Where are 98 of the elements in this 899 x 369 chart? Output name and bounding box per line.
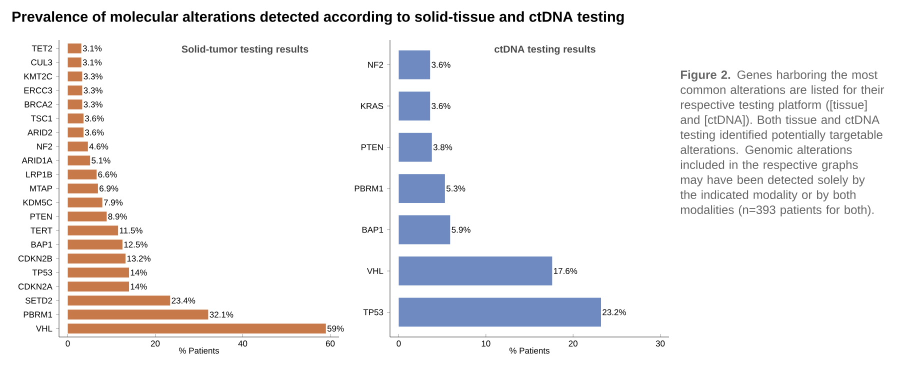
bar bbox=[68, 128, 84, 138]
bar bbox=[68, 212, 107, 222]
bar bbox=[68, 142, 88, 152]
y-tick-label: NF2 bbox=[37, 144, 52, 150]
y-tick-label: LRP1B bbox=[26, 172, 52, 178]
bar bbox=[68, 184, 98, 194]
bar bbox=[68, 44, 82, 54]
x-tick-label: 20 bbox=[150, 340, 160, 347]
y-tick-label: ARID2 bbox=[27, 130, 52, 136]
bar bbox=[68, 72, 82, 82]
text: ctDNA testing results bbox=[494, 45, 596, 55]
y-tick-label: BAP1 bbox=[362, 226, 384, 233]
data-label: 3.6% bbox=[432, 62, 450, 68]
y-tick-label: TET2 bbox=[32, 45, 52, 52]
data-label: 3.6% bbox=[85, 115, 104, 122]
bar bbox=[68, 324, 326, 334]
text: Prevalence of molecular alterations detected according to solid-tissue and ctDNA testing bbox=[12, 11, 624, 25]
text: Figure 2. Genes harboring the most common alterations are listed for their respective testing platform ([tissue] and [ctDNA]). Both tissue and ctDNA testing identified potentially targetable alterations. Genomic alterations included in the respective graphs may have been detected solely by the indicated modality or by both modalities (n=393 patients for both). bbox=[680, 70, 884, 216]
y-tick-label: VHL bbox=[36, 326, 52, 332]
x-tick-label: 30 bbox=[656, 340, 665, 347]
x-tick-label: 0 bbox=[66, 340, 70, 347]
x-tick-label: 20 bbox=[568, 340, 578, 347]
data-label: 23.4% bbox=[172, 298, 196, 304]
y-tick-label: KDM5C bbox=[23, 200, 52, 206]
data-label: 3.8% bbox=[433, 144, 452, 150]
data-label: 11.5% bbox=[120, 228, 142, 234]
bar bbox=[398, 174, 445, 203]
text: Solid-tumor testing results bbox=[182, 45, 308, 55]
bar bbox=[68, 86, 82, 96]
bar bbox=[398, 132, 432, 162]
bar bbox=[398, 298, 601, 327]
bar bbox=[68, 156, 90, 166]
bar bbox=[68, 282, 130, 292]
bar bbox=[68, 240, 122, 250]
y-tick-label: CDKN2B bbox=[18, 256, 52, 262]
bar bbox=[68, 58, 82, 68]
data-label: 3.6% bbox=[432, 103, 450, 110]
x-axis-title: % Patients bbox=[178, 347, 220, 354]
data-label: 32.1% bbox=[210, 312, 234, 318]
y-tick-label: PTEN bbox=[361, 144, 383, 150]
x-tick-label: 60 bbox=[326, 340, 335, 347]
data-label: 3.3% bbox=[84, 101, 102, 108]
y-tick-label: VHL bbox=[366, 268, 384, 274]
bar bbox=[398, 256, 552, 286]
bar bbox=[398, 215, 450, 244]
bar bbox=[68, 254, 126, 264]
bar bbox=[398, 92, 430, 120]
data-label: 59% bbox=[327, 326, 344, 332]
y-tick-label: KRAS bbox=[361, 103, 384, 110]
y-tick-label: BRCA2 bbox=[24, 101, 52, 108]
data-label: 3.1% bbox=[82, 45, 102, 52]
data-label: 5.3% bbox=[446, 186, 466, 192]
y-tick-label: CDKN2A bbox=[18, 284, 52, 290]
y-tick-label: PBRM1 bbox=[24, 312, 52, 318]
data-label: 14% bbox=[130, 270, 147, 276]
x-tick-label: 10 bbox=[482, 340, 490, 347]
data-label: 3.6% bbox=[85, 129, 104, 136]
data-label: 14% bbox=[130, 284, 147, 290]
y-tick-label: ARID1A bbox=[22, 158, 52, 164]
data-label: 4.6% bbox=[89, 143, 108, 150]
data-label: 8.9% bbox=[108, 214, 127, 220]
y-tick-label: SETD2 bbox=[25, 298, 52, 304]
y-tick-label: TP53 bbox=[363, 309, 384, 316]
data-label: 23.2% bbox=[602, 309, 626, 316]
bar bbox=[68, 170, 97, 180]
x-axis-title: % Patients bbox=[509, 347, 550, 354]
y-tick-label: NF2 bbox=[368, 62, 384, 68]
data-label: 17.6% bbox=[554, 268, 578, 274]
y-tick-label: BAP1 bbox=[31, 242, 52, 248]
y-tick-label: TERT bbox=[30, 228, 52, 234]
data-label: 6.6% bbox=[98, 171, 117, 178]
bar bbox=[68, 114, 84, 124]
data-label: 3.3% bbox=[84, 87, 102, 94]
data-label: 6.9% bbox=[100, 185, 118, 192]
data-label: 7.9% bbox=[104, 200, 123, 206]
y-tick-label: PBRM1 bbox=[354, 186, 384, 192]
y-tick-label: CUL3 bbox=[31, 59, 52, 66]
bar bbox=[68, 198, 102, 208]
y-tick-label: TP53 bbox=[32, 270, 52, 276]
bar bbox=[68, 296, 170, 306]
data-label: 5.1% bbox=[92, 157, 110, 164]
bar bbox=[68, 100, 82, 110]
data-label: 3.1% bbox=[82, 59, 102, 66]
bar bbox=[68, 226, 118, 236]
data-label: 12.5% bbox=[124, 242, 148, 248]
data-label: 5.9% bbox=[452, 226, 470, 233]
y-tick-label: KMT2C bbox=[24, 73, 52, 80]
y-tick-label: TSC1 bbox=[30, 115, 52, 122]
bar bbox=[68, 310, 208, 320]
x-tick-label: 40 bbox=[238, 340, 248, 347]
data-label: 13.2% bbox=[127, 256, 151, 262]
data-label: 3.3% bbox=[84, 73, 102, 80]
x-tick-label: 0 bbox=[396, 340, 401, 347]
y-tick-label: PTEN bbox=[30, 214, 52, 220]
bar bbox=[398, 50, 430, 80]
y-tick-label: ERCC3 bbox=[24, 87, 52, 94]
bar bbox=[68, 268, 130, 278]
y-tick-label: MTAP bbox=[30, 186, 52, 192]
